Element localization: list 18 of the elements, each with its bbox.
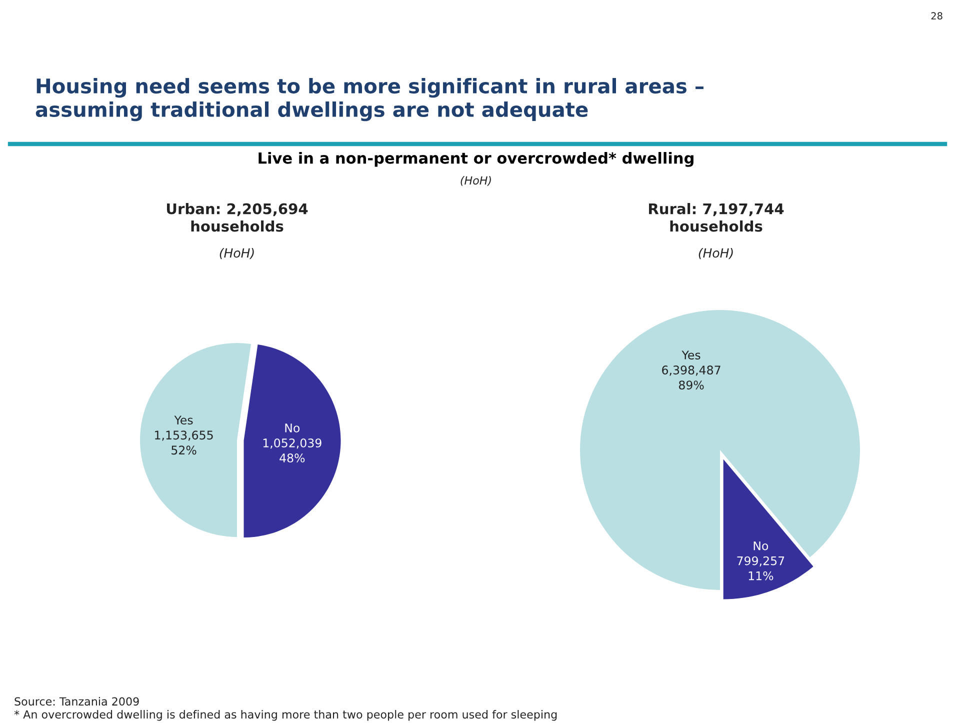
- text: Live in a non-permanent or overcrowded* dwelling: [258, 152, 694, 167]
- data-label: 799,257 11%: [737, 556, 784, 580]
- chart-subtitle: (HoH): [220, 248, 254, 260]
- slice-label: No: [285, 424, 300, 432]
- text: * An overcrowded dwelling is defined as having more than two people per room used for sleeping: [14, 710, 557, 721]
- chart-title: Rural: 7,197,744 households: [649, 203, 784, 232]
- chart-title: Urban: 2,205,694 households: [166, 203, 308, 232]
- slice-label: Yes: [682, 350, 700, 360]
- slice-label: Yes: [174, 416, 193, 425]
- source-note: Source: Tanzania 2009: [14, 697, 139, 706]
- slice-label: No: [754, 541, 768, 550]
- text: (HoH): [460, 176, 491, 186]
- data-label: 6,398,487 89%: [662, 366, 720, 390]
- text: 28: [931, 12, 942, 20]
- text: Housing need seems to be more significant in rural areas – assuming traditional dwellings are not adequate: [36, 78, 704, 122]
- chart-subtitle: (HoH): [698, 248, 733, 260]
- data-label: 1,052,039 48%: [263, 438, 322, 462]
- data-label: 1,153,655 52%: [155, 430, 213, 455]
